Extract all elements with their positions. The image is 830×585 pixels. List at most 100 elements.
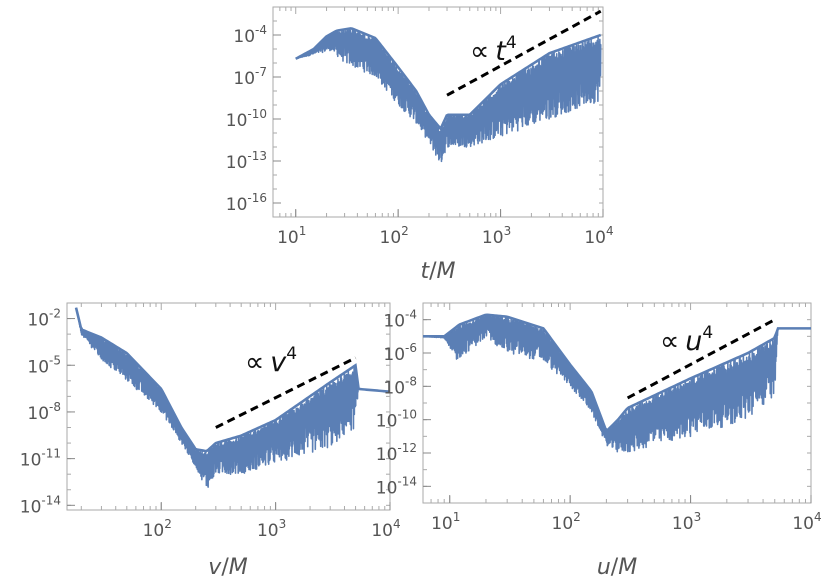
x-axis-label: u/M [597, 555, 637, 580]
x-tick-base: 10 [143, 521, 165, 541]
x-tick-label: 102 [552, 510, 581, 534]
power-law-annotation: ∝ u4 [660, 323, 713, 357]
x-tick-exp: 4 [393, 517, 401, 531]
proportional-symbol: ∝ [660, 326, 679, 357]
x-tick-label: 101 [277, 224, 306, 248]
x-tick-base: 10 [584, 228, 606, 248]
x-axis-variable: u [597, 555, 611, 580]
y-tick-base: 10 [233, 27, 255, 47]
y-tick-base: 10 [226, 153, 248, 173]
signal-envelope [423, 313, 811, 433]
y-tick-exp: -10 [397, 408, 417, 422]
x-tick-base: 10 [552, 514, 574, 534]
y-tick-label: 10-2 [27, 307, 61, 331]
y-tick-exp: -7 [255, 65, 267, 79]
y-tick-base: 10 [376, 412, 398, 432]
y-tick-exp: -13 [247, 149, 267, 163]
y-tick-exp: -14 [41, 493, 61, 507]
data-series [295, 27, 602, 163]
y-tick-label: 10-7 [233, 65, 267, 89]
y-tick-label: 10-16 [226, 191, 267, 215]
annotation-exponent: 4 [286, 344, 297, 364]
y-tick-label: 10-8 [383, 374, 417, 398]
annotation-variable: u [685, 326, 702, 357]
y-tick-label: 10-14 [20, 493, 61, 517]
x-tick-label: 102 [380, 224, 409, 248]
x-tick-label: 102 [143, 517, 172, 541]
x-tick-label: 103 [482, 224, 511, 248]
x-tick-label: 101 [431, 510, 460, 534]
power-law-annotation: ∝ v4 [245, 344, 297, 378]
y-tick-label: 10-14 [376, 474, 417, 498]
chart-panel-u: 101 102 103 10410-410-610-810-1010-1210-14∝… [376, 302, 822, 580]
data-series [74, 307, 390, 488]
y-tick-label: 10-12 [376, 441, 417, 465]
y-tick-base: 10 [233, 69, 255, 89]
y-tick-base: 10 [383, 312, 405, 332]
y-tick-base: 10 [226, 195, 248, 215]
x-axis-label: t/M [420, 259, 455, 284]
y-tick-base: 10 [383, 378, 405, 398]
y-tick-label: 10-5 [27, 353, 61, 377]
y-tick-base: 10 [27, 311, 49, 331]
x-axis-unit: M [229, 555, 248, 580]
y-tick-exp: -12 [397, 441, 417, 455]
signal-line [423, 314, 811, 453]
x-tick-exp: 3 [504, 224, 512, 238]
y-tick-exp: -11 [41, 447, 61, 461]
y-tick-base: 10 [226, 111, 248, 131]
annotation-variable: v [270, 347, 287, 378]
x-tick-base: 10 [672, 514, 694, 534]
y-tick-base: 10 [383, 345, 405, 365]
y-tick-exp: -8 [49, 400, 61, 414]
y-tick-label: 10-4 [383, 308, 417, 332]
y-tick-exp: -2 [49, 307, 61, 321]
x-tick-exp: 1 [299, 224, 307, 238]
x-tick-label: 103 [257, 517, 286, 541]
y-tick-label: 10-10 [376, 408, 417, 432]
y-tick-base: 10 [376, 478, 398, 498]
x-axis-variable: t [420, 259, 430, 284]
x-axis-label: v/M [208, 555, 247, 580]
x-tick-base: 10 [371, 521, 393, 541]
x-axis-unit: M [437, 259, 456, 284]
data-series [423, 313, 811, 453]
x-tick-exp: 2 [401, 224, 409, 238]
signal-line [75, 307, 390, 488]
annotation-exponent: 4 [506, 33, 517, 53]
plot-frame [272, 6, 604, 218]
y-tick-exp: -6 [405, 341, 417, 355]
x-axis-unit: M [618, 555, 637, 580]
y-tick-label: 10-11 [20, 447, 61, 471]
y-tick-exp: -16 [247, 191, 267, 205]
x-axis-slash: / [611, 555, 619, 580]
x-tick-exp: 2 [164, 517, 172, 531]
y-tick-exp: -8 [405, 374, 417, 388]
y-tick-label: 10-4 [233, 23, 267, 47]
proportional-symbol: ∝ [470, 36, 489, 67]
x-axis-variable: v [208, 555, 222, 580]
signal-envelope [74, 307, 390, 453]
x-axis-slash: / [429, 259, 437, 284]
y-tick-base: 10 [376, 445, 398, 465]
signal-envelope [295, 27, 602, 132]
annotation-exponent: 4 [702, 323, 713, 343]
x-tick-exp: 1 [453, 510, 461, 524]
y-tick-base: 10 [20, 497, 42, 517]
x-tick-label: 104 [584, 224, 613, 248]
y-tick-exp: -5 [49, 353, 61, 367]
y-tick-exp: -4 [405, 308, 417, 322]
annotation-variable: t [495, 36, 507, 67]
power-law-annotation: ∝ t4 [470, 33, 517, 67]
power-law-guide-line [446, 9, 602, 97]
x-tick-exp: 4 [606, 224, 614, 238]
power-law-guide-line [626, 318, 776, 400]
x-tick-exp: 3 [694, 510, 702, 524]
x-tick-base: 10 [431, 514, 453, 534]
x-tick-exp: 2 [573, 510, 581, 524]
y-tick-exp: -14 [397, 474, 417, 488]
y-tick-exp: -4 [255, 23, 267, 37]
